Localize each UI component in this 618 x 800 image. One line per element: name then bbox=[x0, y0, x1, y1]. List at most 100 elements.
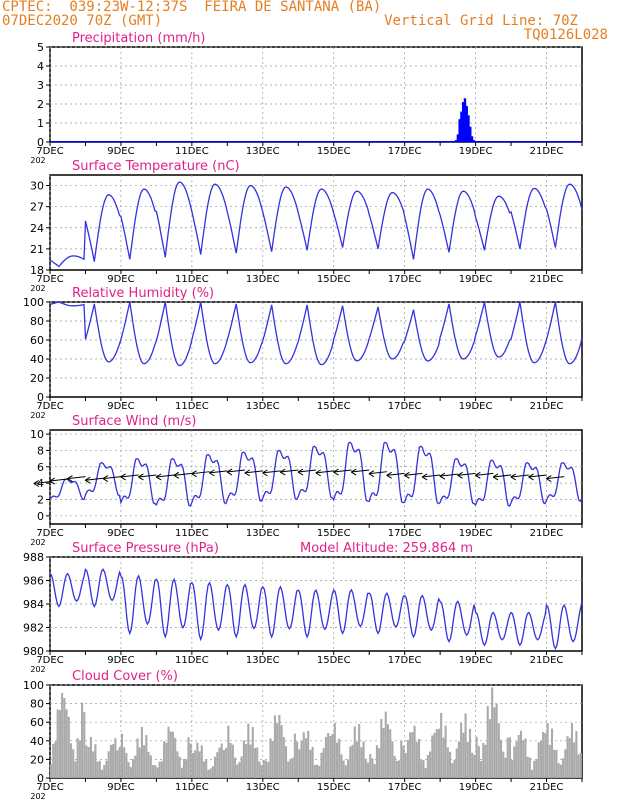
panel-title: Relative Humidity (%) bbox=[72, 286, 214, 301]
cloud-bar bbox=[475, 736, 478, 778]
x-tick-label: 13DEC bbox=[246, 146, 280, 157]
wind-arrow-head bbox=[49, 477, 55, 485]
cloud-bar bbox=[200, 745, 203, 778]
cloud-bar bbox=[488, 719, 491, 778]
cloud-bar bbox=[393, 755, 396, 778]
cloud-bar bbox=[171, 731, 175, 778]
cloud-bar bbox=[178, 756, 181, 778]
wind-arrow-shaft bbox=[191, 471, 210, 475]
cloud-bar bbox=[151, 765, 155, 778]
cloud-bar bbox=[384, 711, 387, 778]
cloud-bar bbox=[420, 760, 423, 778]
cloud-bar bbox=[78, 740, 81, 778]
cloud-bar bbox=[189, 743, 192, 778]
x-tick-label: 15DEC bbox=[317, 401, 351, 412]
cloud-bar bbox=[293, 733, 296, 778]
y-tick-label: 3 bbox=[37, 79, 44, 92]
cloud-bar bbox=[497, 723, 500, 778]
wind-arrow-head bbox=[546, 475, 552, 483]
x-tick-label: 21DEC bbox=[530, 401, 564, 412]
wind-arrow-head bbox=[386, 471, 392, 479]
cloud-bar bbox=[194, 750, 197, 778]
cloud-bar bbox=[515, 741, 518, 778]
cloud-bar bbox=[555, 749, 558, 778]
x-tick-label: 15DEC bbox=[317, 782, 351, 793]
cloud-bar bbox=[550, 728, 554, 778]
cloud-bar bbox=[253, 747, 257, 778]
x-tick-year: 202 bbox=[30, 665, 45, 674]
cloud-bar bbox=[413, 725, 416, 778]
wind-arrow-shaft bbox=[297, 469, 317, 473]
y-tick-label: 24 bbox=[30, 222, 44, 235]
cloud-bar bbox=[462, 732, 465, 778]
header-grid-line: Vertical Grid Line: 70Z bbox=[384, 13, 578, 29]
cloud-bar bbox=[486, 706, 489, 778]
cloud-bar bbox=[202, 761, 206, 778]
cloud-bar bbox=[227, 725, 230, 778]
cloud-bar bbox=[176, 751, 179, 778]
cloud-bar bbox=[575, 731, 578, 778]
x-tick-label: 17DEC bbox=[388, 655, 422, 666]
wind-arrow-head bbox=[244, 469, 251, 477]
y-tick-label: 80 bbox=[30, 315, 44, 328]
y-tick-label: 60 bbox=[30, 716, 44, 729]
wind-arrow-head bbox=[368, 470, 375, 478]
cloud-bar bbox=[67, 716, 70, 778]
y-tick-label: 0 bbox=[37, 510, 44, 523]
precip-bar bbox=[458, 119, 461, 142]
x-tick-label: 9DEC bbox=[107, 528, 134, 539]
cloud-bar bbox=[107, 751, 110, 778]
cloud-bar bbox=[400, 740, 403, 778]
cloud-bar bbox=[422, 760, 425, 778]
wind-arrow-head bbox=[209, 469, 215, 477]
cloud-bar bbox=[517, 734, 520, 778]
cloud-bar bbox=[406, 740, 409, 778]
cloud-bar bbox=[553, 749, 556, 778]
cloud-bar bbox=[513, 746, 516, 778]
cloud-bar bbox=[216, 752, 219, 778]
x-tick-label: 13DEC bbox=[246, 655, 280, 666]
cloud-bar bbox=[187, 737, 190, 778]
cloud-bar bbox=[371, 758, 374, 778]
cloud-bar bbox=[546, 722, 549, 778]
wind-arrow-shaft bbox=[209, 470, 228, 474]
x-tick-label: 7DEC bbox=[36, 146, 63, 157]
wind-arrow-head bbox=[138, 473, 144, 481]
cloud-bar bbox=[69, 743, 73, 778]
cloud-bar bbox=[260, 765, 263, 778]
panel-frame bbox=[49, 429, 583, 525]
cloud-bar bbox=[493, 707, 496, 778]
cloud-bar bbox=[134, 755, 137, 778]
cloud-bar bbox=[402, 745, 405, 778]
humidity-line bbox=[49, 301, 583, 367]
cloud-bar bbox=[449, 751, 452, 778]
cloud-bar bbox=[214, 756, 217, 778]
cloud-bar bbox=[482, 742, 485, 778]
wind-arrow-head bbox=[421, 473, 428, 481]
y-tick-label: 5 bbox=[37, 41, 44, 54]
wind-arrow-shaft bbox=[368, 471, 387, 475]
cloud-bar bbox=[63, 697, 66, 778]
wind-arrow-shaft bbox=[475, 472, 494, 476]
cloud-bar bbox=[389, 729, 392, 778]
x-tick-label: 17DEC bbox=[388, 146, 422, 157]
cloud-bar bbox=[218, 747, 221, 778]
cloud-bar bbox=[231, 744, 234, 778]
panel-frame bbox=[49, 174, 583, 271]
cloud-bar bbox=[426, 755, 429, 778]
cloud-bar bbox=[191, 753, 194, 778]
cloud-bar bbox=[165, 742, 168, 778]
wind-arrow-head bbox=[510, 473, 517, 481]
x-tick-label: 9DEC bbox=[107, 782, 134, 793]
cloud-bar bbox=[457, 741, 460, 778]
cloud-bar bbox=[424, 768, 427, 778]
precip-bar bbox=[461, 102, 465, 142]
cloud-bar bbox=[245, 744, 248, 778]
x-tick-label: 19DEC bbox=[459, 782, 493, 793]
cloud-bar bbox=[322, 748, 325, 778]
cloud-bar bbox=[562, 758, 565, 778]
cloud-bar bbox=[140, 726, 143, 778]
wind-arrow-head bbox=[457, 471, 463, 479]
cloud-bar bbox=[249, 744, 252, 778]
cloud-bar bbox=[380, 718, 383, 778]
